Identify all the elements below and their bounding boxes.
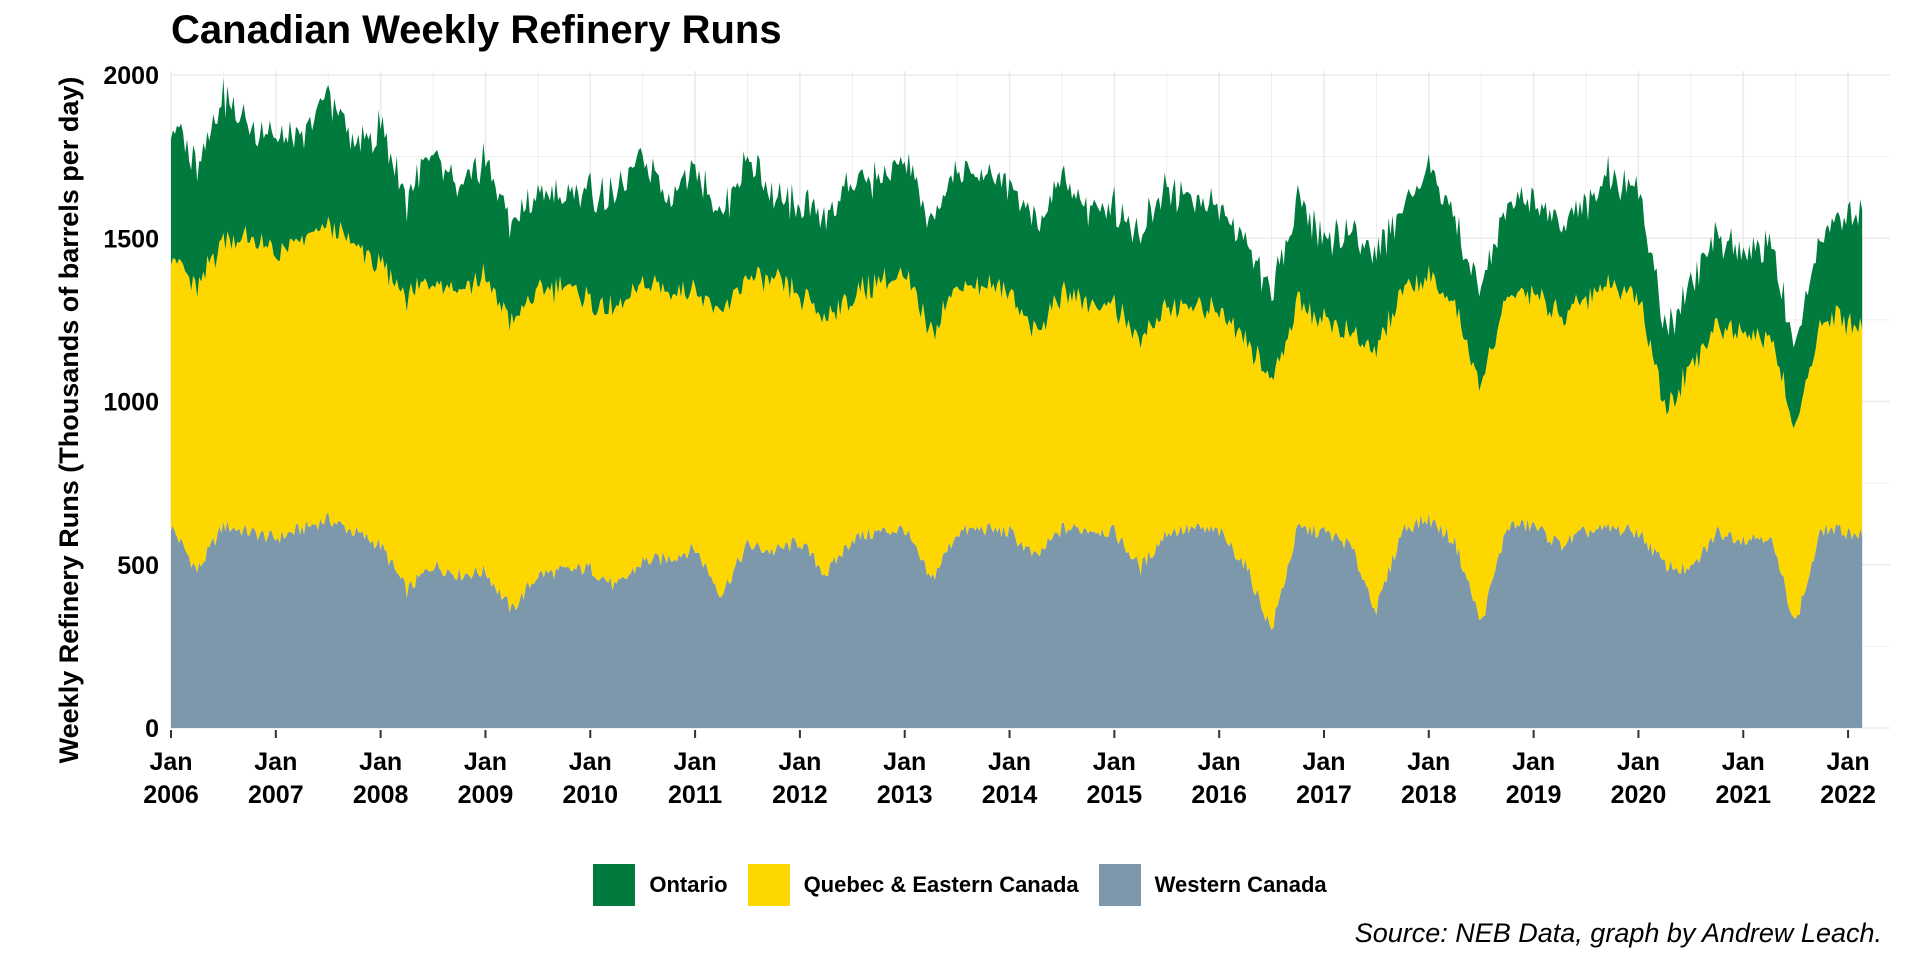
chart-title: Canadian Weekly Refinery Runs: [171, 8, 782, 52]
x-tick-label: Jan 2017: [1296, 748, 1352, 809]
y-tick-label: 0: [145, 715, 159, 743]
x-tick-label: Jan 2006: [143, 748, 199, 809]
x-tick-label: Jan 2016: [1191, 748, 1247, 809]
legend-label-western: Western Canada: [1154, 872, 1327, 897]
x-tick-label: Jan 2021: [1715, 748, 1771, 809]
legend-swatch-western: [1098, 864, 1141, 906]
y-axis-title: Weekly Refinery Runs (Thousands of barre…: [54, 77, 84, 764]
y-tick-label: 2000: [103, 62, 159, 90]
x-tick-label: Jan 2007: [248, 748, 304, 809]
legend-swatch-ontario: [593, 864, 636, 906]
legend-item-quebec: Quebec & Eastern Canada: [747, 864, 1079, 906]
source-caption: Source: NEB Data, graph by Andrew Leach.: [1354, 918, 1882, 948]
y-tick-label: 1500: [103, 225, 159, 253]
x-tick-label: Jan 2008: [353, 748, 409, 809]
x-tick-label: Jan 2010: [562, 748, 618, 809]
legend-item-western: Western Canada: [1098, 864, 1327, 906]
legend-swatch-quebec: [747, 864, 790, 906]
x-tick-label: Jan 2022: [1820, 748, 1876, 809]
legend-label-ontario: Ontario: [649, 872, 728, 897]
y-axis-ticks: 0 500 1000 1500 2000: [103, 62, 159, 743]
x-tick-label: Jan 2012: [772, 748, 828, 809]
x-axis-ticks: Jan 2006 Jan 2007 Jan 2008 Jan 2009 Jan 2010 Jan 20…: [143, 730, 1876, 809]
legend: Ontario Quebec & Eastern Canada Western …: [0, 864, 1920, 906]
area-western: [171, 512, 1863, 728]
y-tick-label: 1000: [103, 389, 159, 417]
area-ontario: [171, 78, 1863, 429]
legend-item-ontario: Ontario: [593, 864, 728, 906]
x-tick-label: Jan 2014: [982, 748, 1038, 809]
stacked-areas: [171, 78, 1863, 728]
x-tick-label: Jan 2013: [877, 748, 933, 809]
area-quebec: [171, 216, 1863, 631]
x-tick-label: Jan 2011: [668, 748, 722, 809]
x-tick-label: Jan 2018: [1401, 748, 1457, 809]
x-tick-label: Jan 2009: [458, 748, 514, 809]
x-tick-label: Jan 2020: [1611, 748, 1667, 809]
legend-label-quebec: Quebec & Eastern Canada: [803, 872, 1079, 897]
x-tick-label: Jan 2019: [1506, 748, 1562, 809]
y-tick-label: 500: [117, 552, 159, 580]
x-tick-label: Jan 2015: [1087, 748, 1143, 809]
